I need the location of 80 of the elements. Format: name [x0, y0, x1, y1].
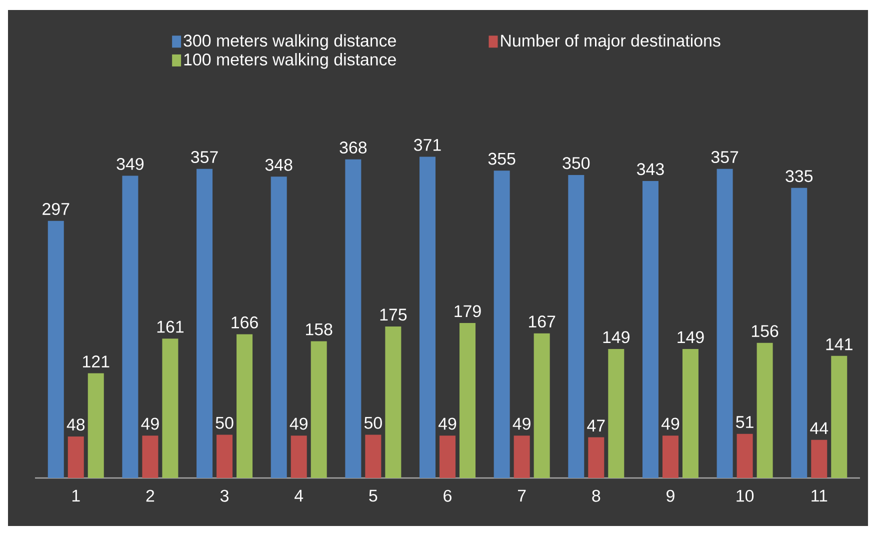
bar	[494, 170, 510, 478]
x-tick-label: 6	[444, 490, 452, 502]
bar	[270, 176, 287, 478]
bar	[588, 437, 604, 478]
data-label: 49	[512, 418, 530, 430]
legend-label: 100 meters walking distance	[184, 53, 396, 69]
bar	[716, 168, 733, 478]
bar	[68, 436, 84, 478]
data-label: 141	[826, 338, 852, 350]
bar	[440, 436, 456, 478]
bar	[122, 176, 138, 478]
data-label: 166	[232, 316, 258, 328]
bar	[142, 436, 158, 478]
bar	[811, 440, 828, 478]
bar	[162, 338, 178, 478]
data-label: 179	[454, 305, 481, 318]
bar	[385, 326, 402, 478]
data-label: 357	[191, 151, 218, 164]
bar	[365, 434, 382, 478]
data-label: 49	[438, 418, 456, 430]
data-label: 297	[42, 203, 70, 215]
bar	[460, 323, 476, 478]
x-tick-label: 7	[518, 490, 526, 502]
data-label: 350	[562, 157, 590, 170]
bar	[48, 220, 64, 478]
data-label: 51	[736, 416, 754, 428]
data-label: 371	[414, 138, 441, 151]
data-label: 49	[661, 418, 680, 430]
legend-label: 300 meters walking distance	[184, 34, 396, 50]
bar	[642, 181, 658, 478]
x-tick-label: 1	[72, 490, 80, 502]
bar	[608, 348, 624, 478]
bar	[88, 373, 104, 478]
data-label: 357	[711, 151, 738, 164]
data-label: 47	[587, 420, 605, 432]
x-tick-label: 4	[294, 490, 304, 502]
bar	[736, 434, 753, 478]
legend-label: Number of major destinations	[501, 34, 720, 50]
bar	[236, 334, 253, 478]
data-label: 156	[752, 325, 778, 338]
bar	[310, 341, 327, 478]
data-label: 158	[306, 323, 332, 336]
x-tick-label: 10	[736, 490, 754, 502]
data-label: 161	[157, 320, 184, 333]
bar	[831, 356, 848, 478]
data-label: 121	[83, 356, 110, 368]
data-label: 349	[116, 158, 144, 170]
data-label: 348	[265, 158, 292, 171]
data-label: 49	[290, 418, 308, 430]
bar	[756, 342, 773, 478]
data-label: 175	[380, 308, 407, 321]
data-label: 149	[603, 331, 630, 344]
x-tick-label: 11	[812, 490, 828, 502]
data-label: 335	[786, 170, 813, 182]
data-label: 48	[66, 418, 85, 431]
x-tick-label: 5	[369, 490, 378, 502]
bar	[534, 333, 550, 478]
data-label: 167	[529, 316, 556, 328]
x-tick-label: 8	[592, 490, 600, 502]
bar	[514, 436, 530, 478]
data-label: 343	[636, 163, 664, 176]
bar	[216, 434, 233, 478]
bar	[196, 168, 213, 478]
bar	[682, 348, 698, 478]
data-label: 50	[364, 416, 382, 429]
data-label: 49	[141, 418, 159, 430]
bar	[568, 174, 584, 478]
bar	[345, 159, 362, 478]
bar	[290, 436, 307, 478]
x-tick-label: 2	[146, 490, 154, 502]
data-label: 149	[678, 331, 704, 344]
bar	[420, 156, 436, 478]
data-label: 355	[488, 152, 516, 165]
x-tick-label: 9	[666, 490, 674, 502]
data-label: 368	[340, 142, 367, 154]
bar	[791, 188, 808, 478]
data-label: 50	[216, 416, 234, 429]
bar	[662, 436, 678, 478]
x-tick-label: 3	[220, 490, 228, 502]
data-label: 44	[810, 422, 828, 434]
